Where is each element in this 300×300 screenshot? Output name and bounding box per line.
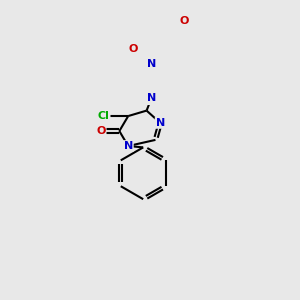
Text: O: O [96,126,106,136]
Text: N: N [147,59,156,69]
Text: N: N [156,118,165,128]
Text: Cl: Cl [98,111,109,121]
Text: O: O [179,16,189,26]
Text: N: N [147,93,156,103]
Text: O: O [128,44,138,54]
Text: N: N [124,141,133,151]
